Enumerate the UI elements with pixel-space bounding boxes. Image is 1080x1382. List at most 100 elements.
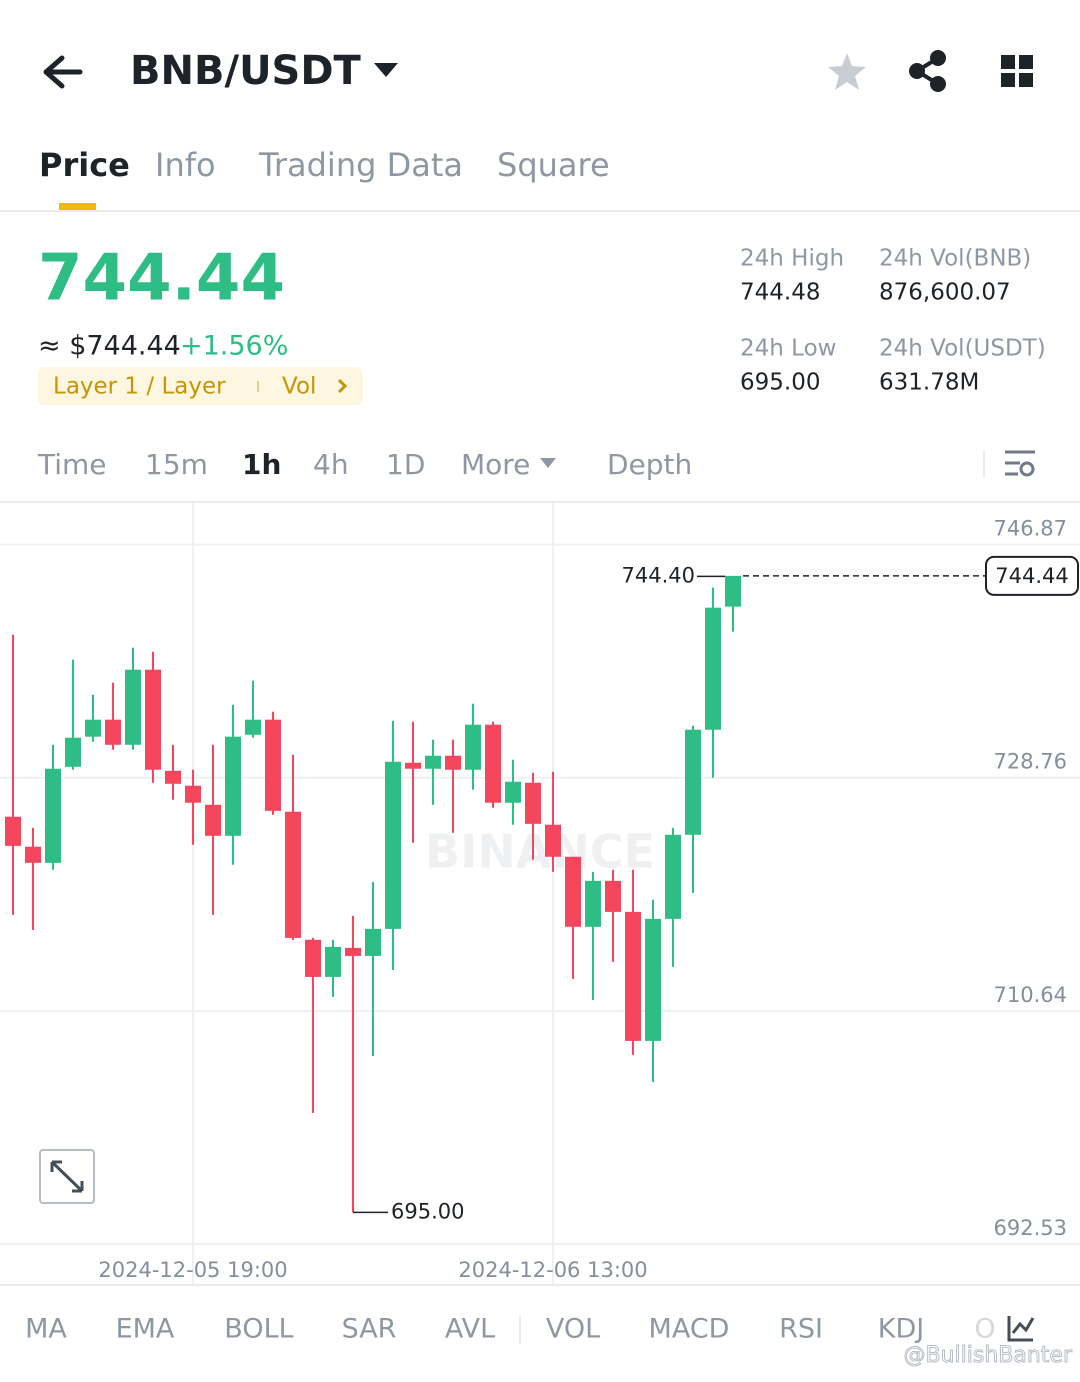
indicator[interactable]: MACD — [649, 1314, 730, 1345]
interval[interactable]: 15m — [145, 448, 208, 481]
interval-active[interactable]: 1h — [242, 448, 281, 481]
candle-body — [685, 729, 701, 835]
candle-body — [25, 846, 41, 863]
indicator[interactable]: SAR — [342, 1314, 397, 1345]
settings-lines — [1005, 450, 1035, 476]
grid-cell — [1019, 55, 1033, 69]
high-marker-label: 744.40 — [622, 563, 695, 587]
grid-cell — [1019, 73, 1033, 87]
candle-body — [125, 669, 141, 745]
stat-value: 744.48 — [740, 280, 820, 306]
candle-body — [705, 607, 721, 730]
indicator[interactable]: O — [974, 1314, 995, 1345]
interval[interactable]: More — [461, 448, 530, 481]
candle-body — [565, 856, 581, 927]
candle-body — [105, 719, 121, 745]
indicator-settings-icon[interactable] — [1007, 1316, 1035, 1342]
tag-label: Layer 1 / Layer — [53, 374, 226, 400]
stat-label: 24h Vol(BNB) — [879, 246, 1031, 272]
settings-gear — [1019, 461, 1035, 477]
candle-body — [265, 719, 281, 811]
expand-icon — [50, 1160, 84, 1193]
candle-body — [305, 939, 321, 977]
stat-label: 24h High — [740, 246, 844, 272]
indicator[interactable]: BOLL — [224, 1314, 293, 1345]
tab[interactable]: Square — [497, 146, 610, 184]
interval[interactable]: 4h — [313, 448, 349, 481]
tag-link: Vol — [282, 374, 316, 400]
favorite-icon[interactable] — [828, 53, 866, 90]
candle-body — [85, 719, 101, 737]
y-tick-label: 728.76 — [994, 750, 1067, 774]
last-price-label: 744.44 — [995, 564, 1068, 588]
candle-body — [465, 724, 481, 770]
chart-watermark: BINANCE — [425, 825, 655, 879]
tag-chevron — [337, 378, 348, 394]
candle-body — [225, 736, 241, 836]
watermark: @BullishBanter — [903, 1343, 1072, 1368]
interval[interactable]: 1D — [386, 448, 425, 481]
expand-button[interactable] — [39, 1149, 95, 1204]
candle-body — [385, 761, 401, 929]
tab-indicator — [59, 203, 96, 210]
indicator[interactable]: VOL — [546, 1314, 600, 1345]
candle-body — [485, 724, 501, 803]
candle-body — [545, 824, 561, 857]
candle-body — [645, 918, 661, 1041]
chart-settings-icon[interactable] — [1005, 450, 1035, 477]
indicator[interactable]: KDJ — [878, 1314, 924, 1345]
pair-dropdown[interactable] — [374, 63, 398, 77]
candle-body — [525, 782, 541, 824]
stat-label: 24h Vol(USDT) — [879, 336, 1046, 362]
candle-body — [325, 946, 341, 977]
y-tick-label: 710.64 — [994, 983, 1067, 1007]
interval[interactable]: Depth — [607, 448, 692, 481]
share-link — [913, 56, 940, 86]
indicator[interactable]: AVL — [445, 1314, 495, 1345]
back-button[interactable] — [43, 55, 83, 89]
candle-chart: BINANCE 746.87 728.76 710.64 692.53 2024-12-0… — [0, 503, 1080, 1284]
candle-body — [425, 755, 441, 769]
more-dropdown[interactable] — [540, 458, 556, 468]
tag-pill[interactable]: Layer 1 / Layer Vol — [38, 367, 363, 405]
price-change: +1.56% — [180, 331, 288, 362]
y-tick-label: 746.87 — [994, 517, 1067, 541]
candle-body — [725, 575, 741, 607]
stat-value: 876,600.07 — [879, 280, 1011, 306]
interval[interactable]: Time — [37, 448, 107, 481]
stat-label: 24h Low — [740, 336, 836, 362]
last-price: 744.44 — [38, 242, 285, 316]
indicator[interactable]: EMA — [116, 1314, 175, 1345]
tag-background — [38, 367, 363, 405]
candle-body — [285, 811, 301, 938]
candle-body — [245, 719, 261, 735]
pair-title[interactable]: BNB/USDT — [130, 48, 362, 94]
tab[interactable]: Trading Data — [258, 146, 463, 184]
indicator[interactable]: MA — [25, 1314, 67, 1345]
indicator[interactable]: RSI — [779, 1314, 823, 1345]
tab[interactable]: Info — [155, 146, 216, 184]
last-price-box — [985, 555, 1079, 596]
usd-price: ≈ $744.44 — [38, 331, 181, 362]
stat-value: 631.78M — [879, 370, 979, 396]
candle-body — [505, 781, 521, 803]
candle-body — [5, 816, 21, 846]
candle-body — [205, 804, 221, 836]
x-tick-label: 2024-12-05 19:00 — [98, 1258, 287, 1282]
candle-body — [145, 669, 161, 770]
share-icon[interactable] — [909, 50, 946, 92]
low-marker-label: 695.00 — [391, 1199, 464, 1223]
candle-body — [345, 947, 361, 956]
candle-body — [445, 755, 461, 770]
candle-body — [185, 785, 201, 803]
candle-body — [605, 880, 621, 912]
candle-body — [405, 762, 421, 769]
grid-cell — [1001, 55, 1015, 69]
tab[interactable]: Price — [39, 146, 130, 184]
y-tick-label: 692.53 — [994, 1216, 1067, 1240]
candle-body — [65, 737, 81, 767]
grid-icon[interactable] — [1001, 55, 1033, 87]
candle-body — [365, 928, 381, 956]
